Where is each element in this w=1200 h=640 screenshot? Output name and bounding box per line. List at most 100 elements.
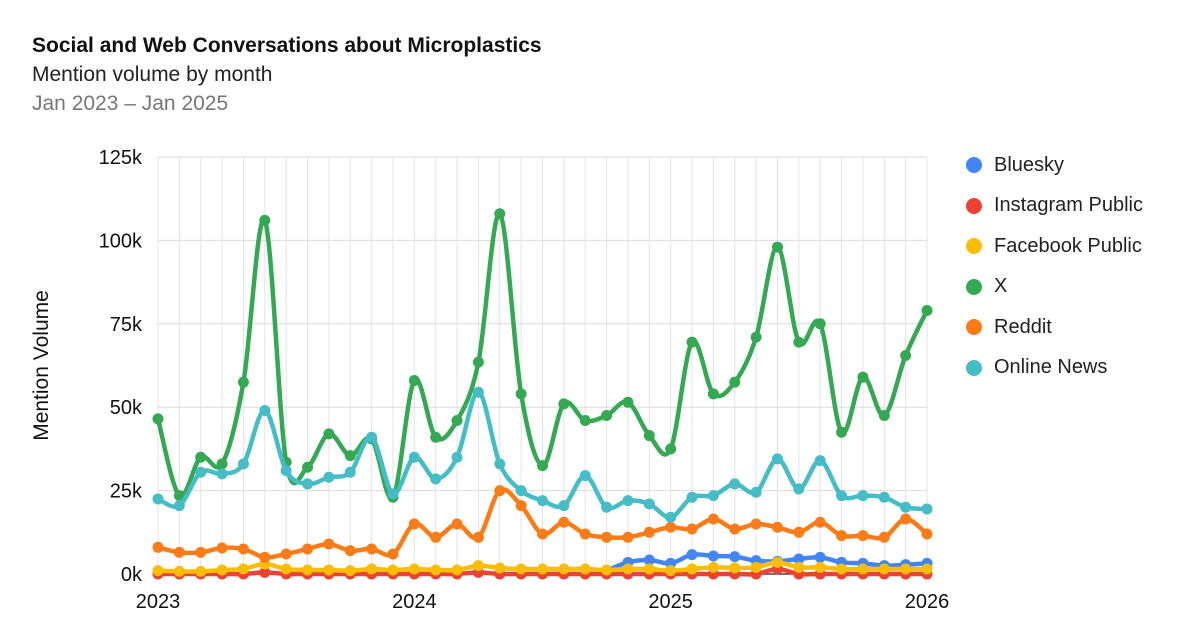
data-point-facebook-public [878, 563, 890, 575]
legend-swatch [966, 319, 982, 336]
data-point-reddit [878, 531, 890, 543]
legend-item-online-news: Online News [966, 348, 1143, 389]
data-point-x [237, 376, 249, 388]
data-point-online-news [707, 490, 719, 502]
data-point-facebook-public [771, 556, 783, 568]
legend-label: X [994, 275, 1008, 298]
data-point-online-news [237, 458, 249, 470]
data-point-facebook-public [814, 561, 826, 573]
data-point-facebook-public [900, 563, 912, 575]
data-point-x [900, 349, 912, 361]
data-point-x [515, 388, 527, 400]
data-point-x [259, 214, 271, 226]
data-point-x [558, 398, 570, 410]
data-point-online-news [259, 405, 271, 417]
data-point-online-news [515, 485, 527, 497]
data-point-reddit [430, 531, 442, 543]
data-point-facebook-public [366, 563, 378, 575]
data-point-reddit [237, 543, 249, 555]
chart-date-range: Jan 2023 – Jan 2025 [32, 92, 229, 115]
data-point-online-news [878, 491, 890, 503]
legend-label: Facebook Public [994, 234, 1142, 257]
data-point-x [814, 318, 826, 330]
data-point-x [344, 450, 356, 462]
data-point-reddit [152, 541, 164, 553]
data-point-reddit [216, 542, 228, 554]
data-point-online-news [366, 431, 378, 443]
series-reddit [152, 485, 933, 563]
data-point-x [836, 426, 848, 438]
data-point-facebook-public [216, 564, 228, 576]
data-point-online-news [686, 491, 698, 503]
data-point-online-news [152, 493, 164, 505]
data-point-x [472, 356, 484, 368]
legend-item-bluesky: Bluesky [966, 145, 1143, 186]
data-point-online-news [622, 495, 634, 507]
legend-item-x: X [966, 267, 1143, 308]
data-point-facebook-public [323, 564, 335, 576]
data-point-x [579, 415, 591, 427]
data-point-reddit [302, 543, 314, 555]
data-point-bluesky [729, 551, 741, 563]
data-point-facebook-public [472, 560, 484, 572]
data-point-x [216, 458, 228, 470]
data-point-online-news [430, 473, 442, 485]
data-point-facebook-public [643, 563, 655, 575]
data-point-reddit [515, 500, 527, 512]
data-point-x [152, 413, 164, 425]
data-point-online-news [302, 478, 314, 490]
data-point-online-news [195, 466, 207, 478]
data-point-reddit [195, 546, 207, 558]
legend-label: Reddit [994, 315, 1052, 338]
data-point-facebook-public [601, 564, 613, 576]
data-point-bluesky [814, 551, 826, 563]
data-point-online-news [537, 495, 548, 507]
data-point-online-news [921, 503, 933, 515]
data-point-online-news [216, 468, 228, 480]
data-point-reddit [857, 530, 869, 542]
data-point-online-news [793, 483, 805, 495]
data-point-facebook-public [451, 564, 463, 576]
data-point-reddit [558, 516, 570, 528]
data-point-x [857, 371, 869, 383]
data-point-online-news [494, 458, 506, 470]
data-point-facebook-public [793, 561, 805, 573]
legend-swatch [966, 157, 982, 174]
data-point-online-news [836, 490, 848, 502]
data-point-online-news [280, 465, 292, 477]
legend-label: Online News [994, 356, 1108, 379]
x-tick-label: 2025 [648, 591, 693, 613]
data-point-reddit [173, 546, 185, 558]
legend-label: Bluesky [994, 153, 1065, 176]
data-point-x [750, 331, 762, 343]
data-point-facebook-public [387, 564, 399, 576]
data-point-x [408, 375, 420, 387]
data-point-bluesky [686, 549, 698, 561]
data-point-reddit [814, 516, 826, 528]
data-point-facebook-public [515, 563, 527, 575]
data-point-x [729, 376, 741, 388]
data-point-facebook-public [836, 563, 848, 575]
data-point-facebook-public [857, 563, 869, 575]
data-point-x [878, 410, 890, 422]
data-point-facebook-public [537, 563, 548, 575]
data-point-instagram-public [259, 566, 271, 578]
data-point-reddit [643, 526, 655, 538]
data-point-online-news [451, 451, 463, 463]
data-point-reddit [793, 526, 805, 538]
data-point-facebook-public [921, 563, 933, 575]
legend-swatch [966, 197, 982, 214]
data-point-facebook-public [622, 563, 634, 575]
legend-swatch [966, 359, 982, 376]
series-line-bluesky [604, 552, 930, 573]
data-point-facebook-public [686, 563, 698, 575]
y-axis-title: Mention Volume [30, 290, 53, 441]
data-point-reddit [707, 513, 719, 525]
data-point-reddit [771, 521, 783, 533]
data-point-x [622, 396, 634, 408]
data-point-facebook-public [173, 565, 185, 577]
data-point-online-news [665, 511, 677, 523]
data-point-x [771, 241, 783, 253]
series-online-news [152, 386, 933, 523]
